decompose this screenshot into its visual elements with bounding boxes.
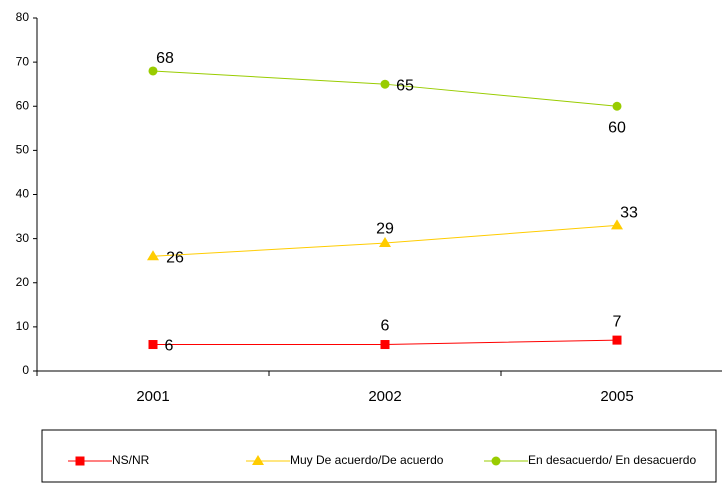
data-label: 6 <box>381 318 390 335</box>
x-tick-label: 2001 <box>136 388 169 405</box>
y-tick-label: 0 <box>22 363 29 377</box>
y-tick-label: 10 <box>16 319 30 333</box>
y-tick-label: 80 <box>16 10 30 24</box>
legend-label: NS/NR <box>112 453 150 467</box>
y-tick-label: 20 <box>16 275 30 289</box>
data-point <box>148 66 158 76</box>
x-tick-label: 2005 <box>600 388 633 405</box>
data-point <box>380 79 390 89</box>
y-tick-label: 70 <box>16 54 30 68</box>
legend-marker <box>491 456 501 466</box>
legend-marker <box>252 455 264 465</box>
data-point <box>380 340 390 350</box>
y-tick-label: 40 <box>16 187 30 201</box>
data-point <box>379 237 391 248</box>
legend-marker <box>75 456 85 466</box>
legend-box <box>41 429 717 483</box>
data-point <box>147 250 159 261</box>
data-label: 29 <box>376 220 394 237</box>
data-label: 60 <box>608 119 626 136</box>
data-label: 65 <box>396 77 414 94</box>
data-point <box>612 335 622 345</box>
x-tick-label: 2002 <box>368 388 401 405</box>
data-point <box>612 101 622 111</box>
legend-label: En desacuerdo/ En desacuerdo <box>528 453 696 467</box>
y-tick-label: 50 <box>16 143 30 157</box>
data-label: 33 <box>620 205 638 222</box>
data-label: 6 <box>165 338 174 355</box>
y-tick-label: 30 <box>16 231 30 245</box>
legend-label: Muy De acuerdo/De acuerdo <box>290 453 444 467</box>
data-label: 68 <box>156 50 174 67</box>
y-tick-label: 60 <box>16 98 30 112</box>
data-point <box>611 219 623 230</box>
data-label: 26 <box>166 249 184 266</box>
data-label: 7 <box>613 313 622 330</box>
data-point <box>148 340 158 350</box>
